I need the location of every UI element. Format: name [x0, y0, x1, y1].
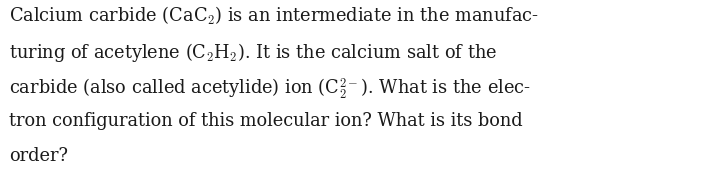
Text: tron configuration of this molecular ion? What is its bond: tron configuration of this molecular ion… [9, 112, 523, 130]
Text: Calcium carbide (CaC$_2$) is an intermediate in the manufac-: Calcium carbide (CaC$_2$) is an intermed… [9, 5, 539, 27]
Text: carbide (also called acetylide) ion (C$_2^{2-}$). What is the elec-: carbide (also called acetylide) ion (C$_… [9, 76, 531, 101]
Text: turing of acetylene (C$_2$H$_2$). It is the calcium salt of the: turing of acetylene (C$_2$H$_2$). It is … [9, 41, 497, 64]
Text: order?: order? [9, 147, 68, 165]
